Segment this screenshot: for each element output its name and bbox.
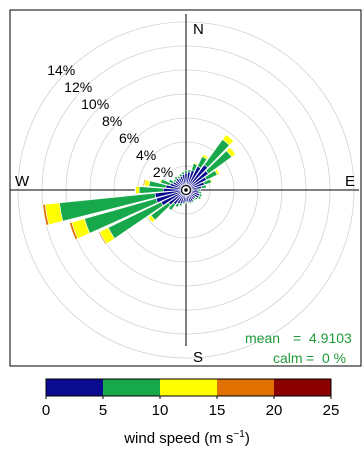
petal-150-bin-1 [191,200,195,204]
colorbar-segment-20-25 [274,379,331,396]
compass-west-label: W [15,173,30,190]
petal-350-bin-1 [181,171,185,176]
plot-border [9,9,362,367]
petal-210-bin-1 [174,202,180,208]
radial-tick-label-8: 8% [102,113,122,129]
petal-30-bin-2 [201,153,209,160]
petal-240-bin-3 [98,231,108,246]
calm-label: calm [273,350,303,366]
radial-tick-label-10: 10% [81,96,109,112]
colorbar-segment-0-5 [46,379,103,396]
petal-100-bin-1 [198,191,202,195]
petal-280-bin-4 [142,178,145,186]
petal-0-bin-1 [184,170,188,174]
colorbar-segment-5-10 [103,379,160,396]
petal-140-bin-1 [192,198,196,202]
petal-300-bin-1 [168,178,175,185]
compass-south-label: S [193,349,203,366]
center-marker-inner [184,188,188,192]
petal-80-bin-2 [205,184,208,189]
colorbar-tick-label-0: 0 [42,402,50,419]
colorbar-tick-label-5: 5 [99,402,107,419]
colorbar-tick-label-25: 25 [323,402,340,419]
petal-160-bin-1 [189,201,193,205]
rose-petals [42,134,237,246]
colorbar-tick-label-20: 20 [266,402,283,419]
colorbar-segment-15-20 [217,379,274,396]
petal-180-bin-1 [184,201,188,204]
petal-120-bin-1 [197,195,202,200]
colorbar-tick-label-10: 10 [152,402,169,419]
petal-10-bin-1 [187,169,192,173]
petal-260-bin-3 [42,203,50,226]
petal-70-bin-2 [209,178,213,184]
petal-110-bin-1 [198,193,203,198]
colorbar-title-main: wind speed (m s [123,430,233,447]
petal-200-bin-1 [178,202,183,207]
petal-230-bin-2 [147,214,156,224]
petal-320-bin-1 [173,175,178,181]
calm-equals: = [306,350,314,366]
radial-tick-label-6: 6% [119,130,139,146]
petal-190-bin-1 [182,202,185,205]
colorbar-border [45,378,332,397]
radial-tick-label-4: 4% [136,147,156,163]
compass-north-label: N [193,21,204,38]
petal-50-bin-2 [226,146,237,158]
petal-20-bin-2 [193,161,199,166]
petal-220-bin-2 [167,207,172,212]
compass-east-label: E [345,173,355,190]
radial-tick-label-2: 2% [153,164,173,180]
colorbar-tick-label-15: 15 [209,402,226,419]
colorbar-segment-10-15 [160,379,217,396]
petal-270-bin-3 [134,185,137,195]
petal-290-bin-2 [159,178,163,184]
petal-40-bin-2 [222,134,235,146]
petal-270-bin-2 [135,185,140,195]
colorbar-title: wind speed (m s−1) [123,429,250,447]
petal-90-bin-1 [197,188,201,192]
petal-310-bin-1 [172,178,177,183]
mean-equals: = [293,330,301,346]
colorbar-tick-labels: 0 5 10 15 20 25 [42,396,340,419]
petal-170-bin-1 [186,201,190,204]
colorbar-title-superscript: −1 [233,429,245,440]
petal-250-bin-3 [69,221,79,241]
petal-60-bin-2 [214,168,220,176]
radial-tick-label-14: 14% [47,62,75,78]
radial-tick-label-12: 12% [64,79,92,95]
colorbar-title-close: ) [245,430,250,447]
petal-330-bin-1 [176,175,181,180]
radial-tick-labels: 2%4%6%8%10%12%14% [47,62,173,180]
petal-340-bin-1 [178,173,183,178]
calm-value: 0 % [322,350,346,366]
colorbar [45,378,332,397]
petal-130-bin-1 [194,196,199,201]
mean-value: 4.9103 [309,330,352,346]
mean-label: mean [245,330,280,346]
